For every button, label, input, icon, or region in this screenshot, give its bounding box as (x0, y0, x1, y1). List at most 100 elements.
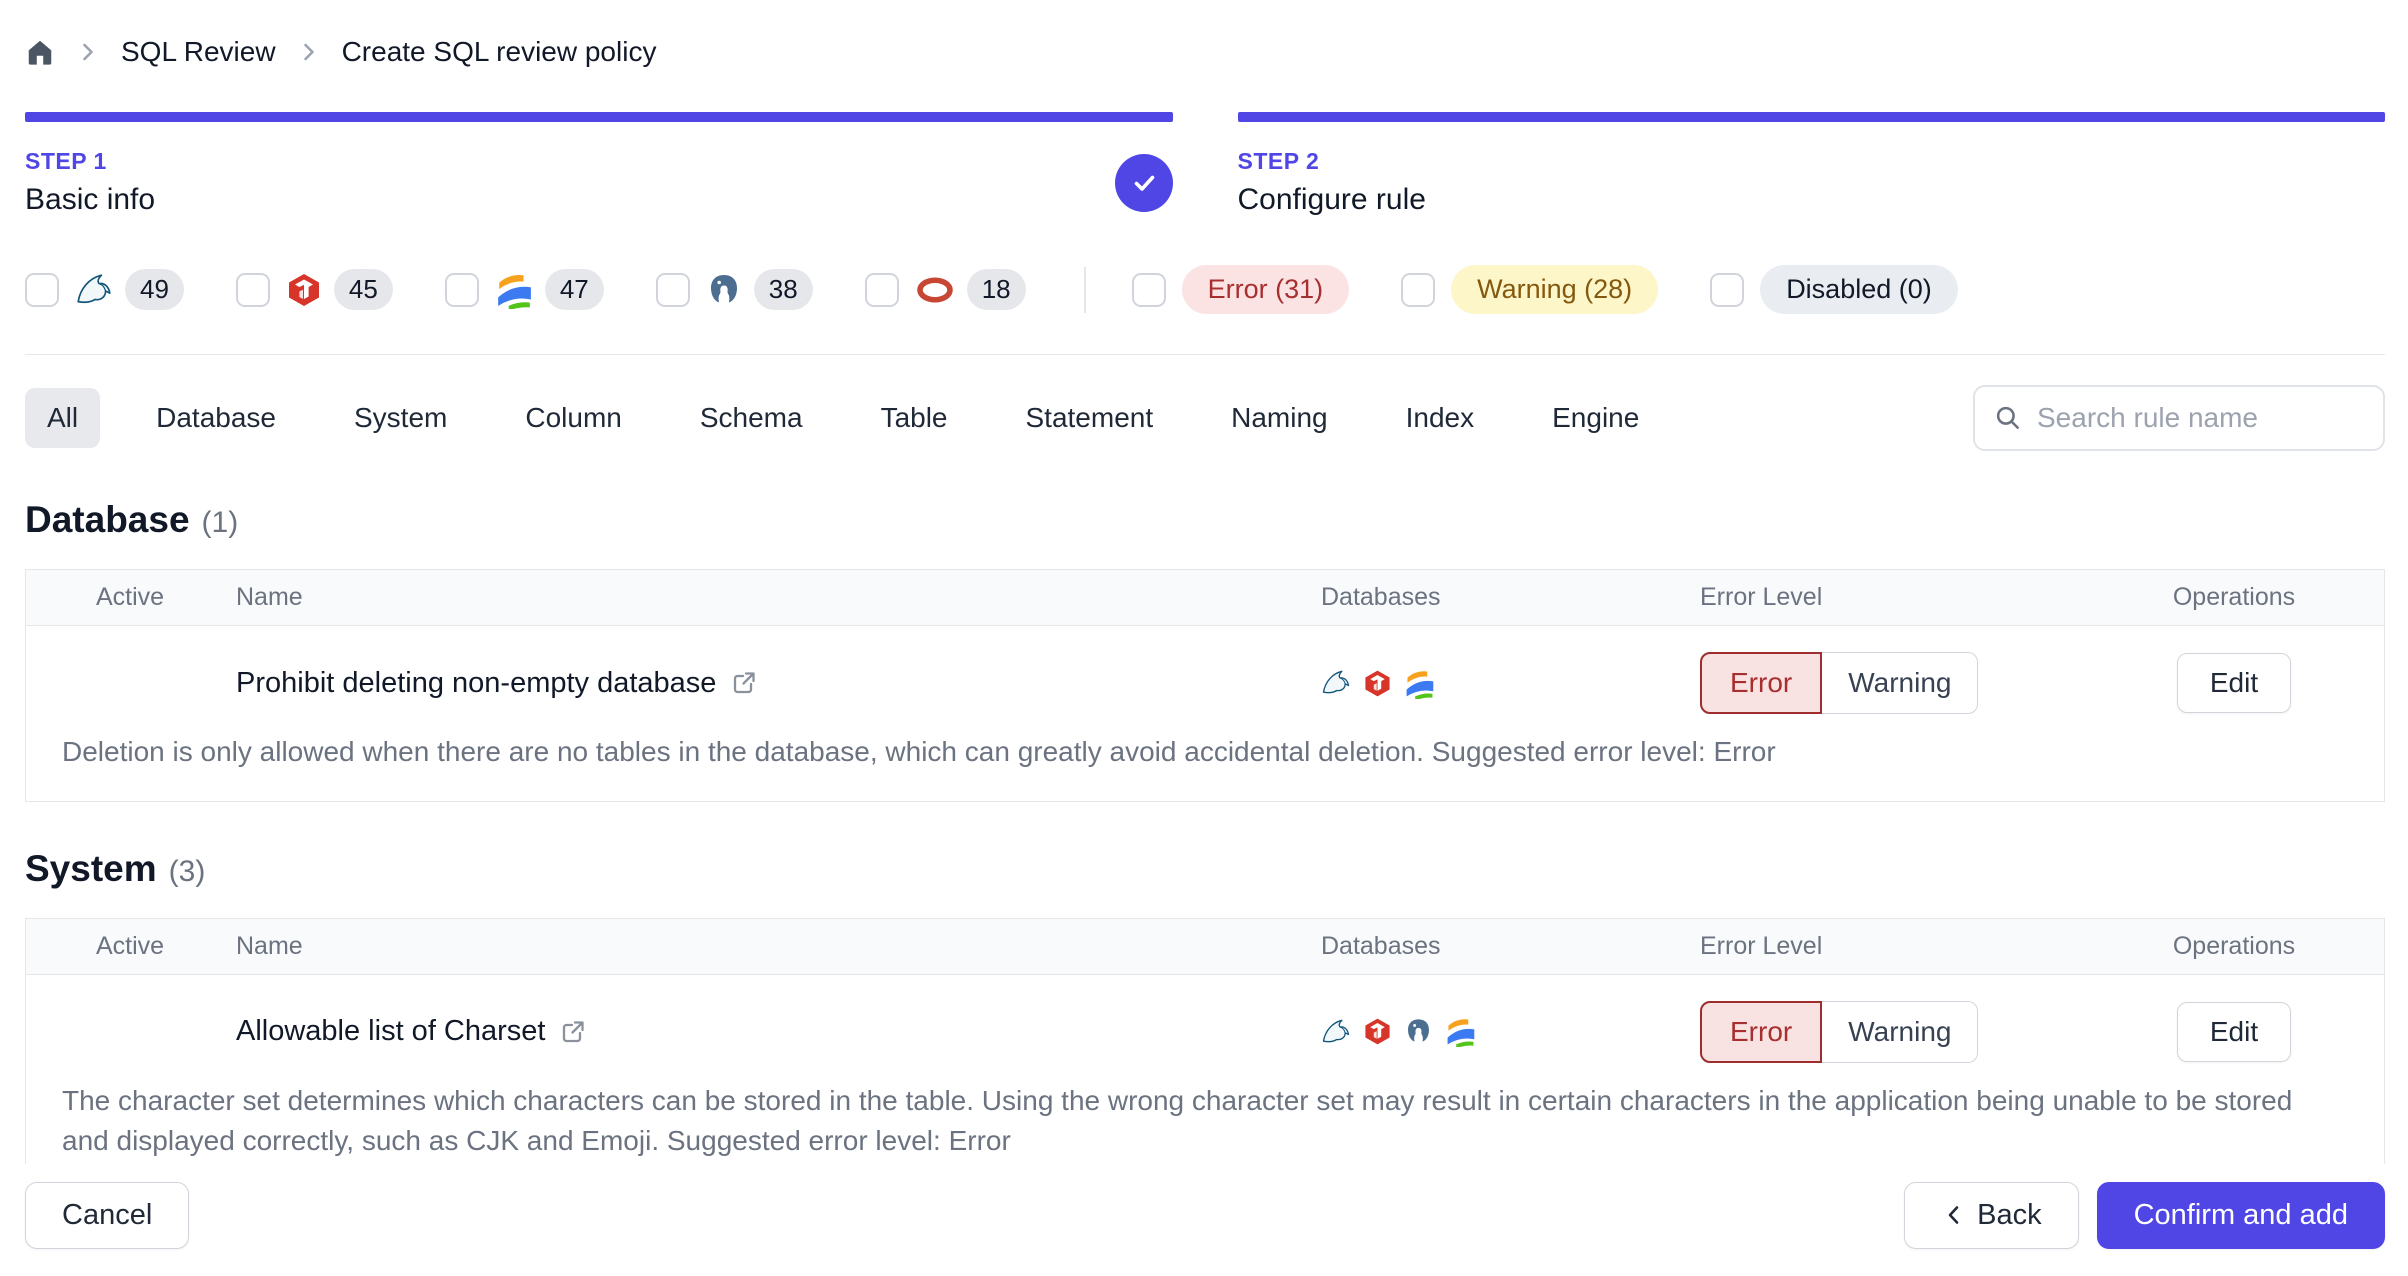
postgresql-icon (1404, 1017, 1433, 1046)
filter-engine-oceanbase: 47 (444, 269, 604, 310)
external-link-icon[interactable] (730, 669, 758, 697)
filter-engine-tidb: 45 (235, 269, 393, 310)
table-row: Allowable list of Charset Error Warning … (26, 975, 2384, 1190)
search-box (1973, 385, 2385, 451)
tab-schema[interactable]: Schema (699, 402, 803, 433)
tidb-icon (286, 272, 322, 308)
error-level-warning-button[interactable]: Warning (1822, 1000, 1979, 1063)
chevron-right-icon (75, 39, 101, 65)
home-icon[interactable] (25, 37, 55, 67)
edit-button[interactable]: Edit (2176, 1001, 2292, 1062)
postgresql-count-badge: 38 (753, 269, 813, 310)
error-level-warning-button[interactable]: Warning (1822, 652, 1979, 714)
edit-button[interactable]: Edit (2176, 653, 2292, 713)
tidb-filter-checkbox[interactable] (235, 272, 270, 307)
rule-databases (1309, 1016, 1684, 1047)
filter-level-disabled: Disabled (0) (1710, 265, 1958, 314)
external-link-icon[interactable] (559, 1018, 587, 1046)
step-1-progress-bar (25, 112, 1173, 122)
rule-name-link[interactable]: Prohibit deleting non-empty database (236, 666, 717, 699)
oceanbase-filter-checkbox[interactable] (444, 272, 479, 307)
search-icon (1993, 403, 2023, 433)
step-2-progress-bar (1237, 112, 2385, 122)
error-filter-checkbox[interactable] (1131, 272, 1166, 307)
step-completed-check-icon (1114, 154, 1173, 212)
section-divider (25, 354, 2385, 355)
disabled-filter-checkbox[interactable] (1710, 272, 1745, 307)
col-databases: Databases (1321, 931, 1441, 960)
cancel-button[interactable]: Cancel (25, 1181, 190, 1249)
col-operations: Operations (2172, 931, 2296, 960)
mysql-count-badge: 49 (125, 269, 184, 310)
breadcrumb-sql-review[interactable]: SQL Review (121, 36, 276, 67)
step-1: STEP 1 Basic info (25, 112, 1173, 217)
confirm-and-add-button[interactable]: Confirm and add (2096, 1181, 2385, 1249)
filter-level-error: Error (31) (1131, 265, 1350, 314)
tab-engine[interactable]: Engine (1552, 402, 1640, 433)
table-header: Active Name Databases Error Level Operat… (26, 918, 2384, 975)
step-1-title: Basic info (25, 183, 156, 216)
tab-statement[interactable]: Statement (1025, 402, 1154, 433)
rule-description: Deletion is only allowed when there are … (62, 736, 1776, 767)
category-tabs: All Database System Column Schema Table … (25, 383, 2385, 453)
disabled-filter-pill[interactable]: Disabled (0) (1760, 265, 1958, 314)
col-databases: Databases (1321, 583, 1441, 611)
col-name: Name (236, 931, 303, 960)
section-count: (3) (168, 854, 206, 888)
rule-databases (1309, 668, 1684, 699)
tidb-icon (1363, 1017, 1392, 1046)
section-title: System (25, 847, 157, 889)
col-error-level: Error Level (1700, 583, 1823, 611)
oceanbase-count-badge: 47 (544, 269, 604, 310)
table-row: Prohibit deleting non-empty database Err… (26, 626, 2384, 801)
tab-table[interactable]: Table (880, 402, 948, 433)
wizard-steps: STEP 1 Basic info STEP 2 Configure rule (25, 112, 2385, 217)
rule-description: The character set determines which chara… (62, 1084, 2293, 1157)
chevron-left-icon (1941, 1202, 1967, 1228)
tidb-icon (1363, 669, 1392, 698)
filter-engine-postgresql: 38 (655, 269, 813, 310)
tab-index[interactable]: Index (1405, 402, 1475, 433)
filter-bar: 49 45 47 38 18 Error (31) W (25, 265, 2385, 314)
tab-system[interactable]: System (354, 402, 448, 433)
section-heading-system: System (3) (25, 848, 2385, 890)
section-heading-database: Database (1) (25, 499, 2385, 541)
col-name: Name (236, 583, 303, 611)
footer-action-bar: Cancel Back Confirm and add (0, 1164, 2408, 1276)
filter-level-warning: Warning (28) (1401, 265, 1659, 314)
tab-column[interactable]: Column (525, 402, 622, 433)
tab-all[interactable]: All (25, 388, 101, 448)
search-input[interactable] (2037, 402, 2365, 434)
mysql-icon (1321, 1017, 1351, 1047)
step-2-label: STEP 2 (1237, 148, 1320, 174)
oceanbase-icon (1404, 668, 1435, 699)
postgresql-filter-checkbox[interactable] (655, 272, 690, 307)
postgresql-icon (706, 272, 742, 308)
mysql-icon (1321, 668, 1351, 698)
section-count: (1) (201, 506, 239, 539)
back-button[interactable]: Back (1904, 1181, 2079, 1249)
oceanbase-icon (495, 271, 533, 309)
breadcrumb: SQL Review Create SQL review policy (25, 0, 2385, 72)
oracle-icon (915, 270, 955, 310)
col-active: Active (96, 931, 165, 960)
warning-filter-pill[interactable]: Warning (28) (1451, 265, 1659, 314)
oracle-filter-checkbox[interactable] (864, 272, 899, 307)
rule-name-link[interactable]: Allowable list of Charset (236, 1015, 546, 1048)
table-header: Active Name Databases Error Level Operat… (26, 570, 2384, 626)
error-level-error-button[interactable]: Error (1700, 652, 1823, 714)
system-rules-table: Active Name Databases Error Level Operat… (25, 917, 2385, 1191)
filter-engine-oracle: 18 (864, 269, 1026, 310)
database-rules-table: Active Name Databases Error Level Operat… (25, 569, 2385, 802)
mysql-filter-checkbox[interactable] (25, 272, 59, 307)
step-2-title: Configure rule (1237, 183, 1426, 216)
oracle-count-badge: 18 (966, 269, 1026, 310)
tidb-count-badge: 45 (333, 269, 393, 310)
col-error-level: Error Level (1700, 931, 1823, 960)
tab-database[interactable]: Database (156, 402, 276, 433)
warning-filter-checkbox[interactable] (1401, 272, 1436, 307)
tab-naming[interactable]: Naming (1231, 402, 1328, 433)
filter-engine-mysql: 49 (25, 269, 184, 310)
error-level-error-button[interactable]: Error (1700, 1000, 1823, 1063)
error-filter-pill[interactable]: Error (31) (1181, 265, 1350, 314)
